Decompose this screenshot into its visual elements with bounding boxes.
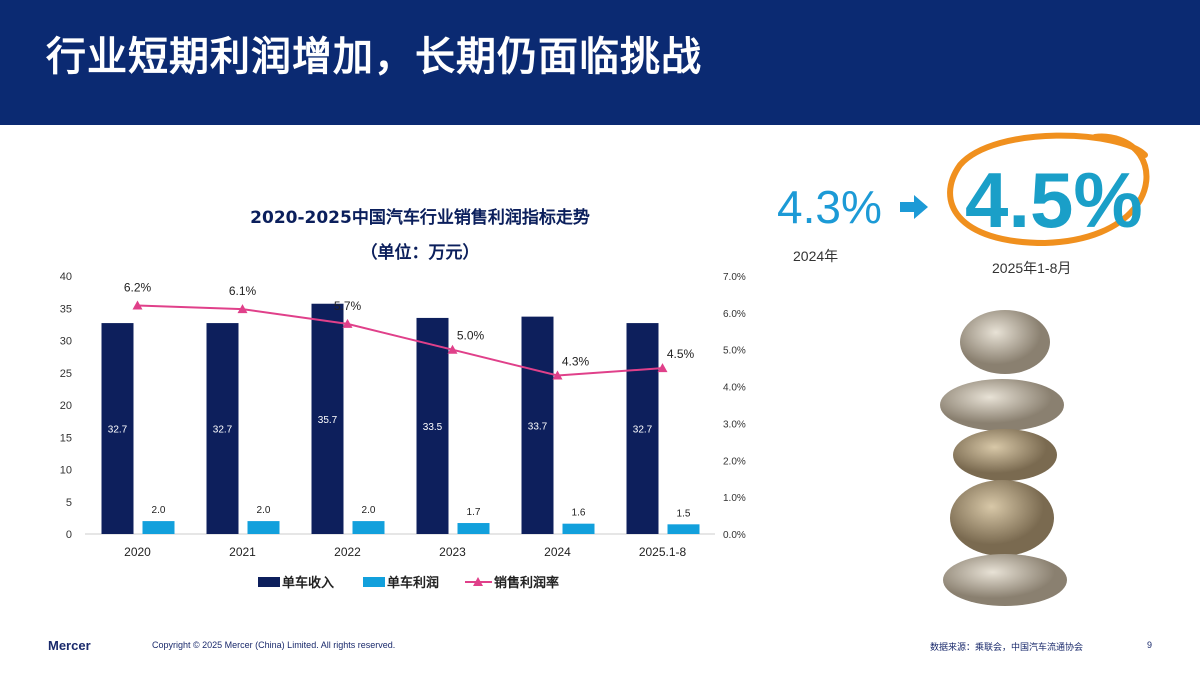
right-tick-label: 5.0% [723,346,746,357]
line-margin [137,304,663,377]
line-marker [447,344,458,354]
bar-revenue [101,323,134,534]
from-label: 2024年 [793,248,839,264]
bar-profit-label: 1.7 [467,507,481,518]
line-label: 5.0% [457,329,485,343]
left-tick-label: 15 [60,432,72,444]
chart: 0 5 10 15 20 25 30 35 40 0.0% 1.0% 2.0% 3.0% 4.0% 5.0%… [60,271,746,590]
line-marker [132,300,143,310]
left-tick-label: 30 [60,336,72,348]
bar-profit [142,521,175,534]
x-tick-label: 2025.1-8 [639,545,687,559]
stacked-stones-image [940,310,1067,606]
bar-revenue-label: 33.5 [423,422,443,433]
line-marker [237,304,248,314]
bar-revenue [626,323,659,534]
header-bar: 行业短期利润增加，长期仍面临挑战 [0,0,1200,125]
left-tick-label: 20 [60,400,72,412]
legend-revenue: 单车收入 [282,575,334,590]
line-marker [552,370,563,380]
x-tick-label: 2021 [229,545,256,559]
bar-profit [562,523,595,534]
right-tick-label: 2.0% [723,456,746,467]
legend-swatch-profit [363,577,385,587]
page-number: 9 [1147,640,1153,650]
left-tick-label: 0 [66,529,72,541]
line-label: 4.3% [562,355,590,369]
x-tick-label: 2022 [334,545,361,559]
left-tick-label: 35 [60,303,72,315]
line-label: 6.2% [124,280,152,294]
legend-marker-margin [473,577,483,586]
right-tick-label: 6.0% [723,309,746,320]
left-tick-label: 5 [66,497,72,509]
x-tick-label: 2024 [544,545,571,559]
x-tick-label: 2020 [124,545,151,559]
bar-revenue [521,316,554,534]
right-tick-label: 0.0% [723,530,746,541]
highlight-circle [947,132,1150,247]
legend-margin: 销售利润率 [494,575,559,590]
bar-revenue-label: 32.7 [633,425,653,436]
bar-revenue-label: 33.7 [528,421,548,432]
left-tick-label: 40 [60,271,72,283]
right-tick-label: 4.0% [723,383,746,394]
chart-subtitle: （单位：万元） [360,243,480,263]
bar-profit-label: 2.0 [362,505,376,516]
copyright: Copyright © 2025 Mercer (China) Limited.… [152,640,396,650]
chart-title: 2020-2025中国汽车行业销售利润指标走势 [250,208,590,228]
line-marker [657,363,668,373]
right-tick-label: 1.0% [723,493,746,504]
line-label: 6.1% [229,284,257,298]
bar-revenue-label: 35.7 [318,415,338,426]
left-tick-label: 25 [60,368,72,380]
bar-revenue-label: 32.7 [213,425,233,436]
bar-profit [667,524,700,534]
legend-swatch-revenue [258,577,280,587]
bar-profit-label: 1.5 [677,508,691,519]
bar-revenue [416,317,449,534]
bar-profit [352,521,385,534]
to-value: 4.5% [965,156,1143,244]
bar-profit-label: 1.6 [572,508,586,519]
line-marker [342,318,353,328]
page-title: 行业短期利润增加，长期仍面临挑战 [46,34,702,80]
bar-profit-label: 2.0 [152,505,166,516]
line-label: 5.7% [334,299,362,313]
legend-profit: 单车利润 [387,575,439,590]
bar-revenue [311,303,344,534]
from-value: 4.3% [777,181,882,233]
line-label: 4.5% [667,347,695,361]
mercer-logo: Mercer [48,638,91,653]
bar-revenue [206,323,239,534]
bar-profit [247,521,280,534]
to-label: 2025年1-8月 [992,260,1072,276]
right-tick-label: 3.0% [723,419,746,430]
right-tick-label: 7.0% [723,272,746,283]
x-tick-label: 2023 [439,545,466,559]
bar-profit [457,523,490,534]
arrow-right-icon [900,195,928,219]
bar-revenue-label: 32.7 [108,425,128,436]
data-source: 数据来源：乘联会，中国汽车流通协会 [930,642,1084,652]
left-tick-label: 10 [60,465,72,477]
bar-profit-label: 2.0 [257,505,271,516]
